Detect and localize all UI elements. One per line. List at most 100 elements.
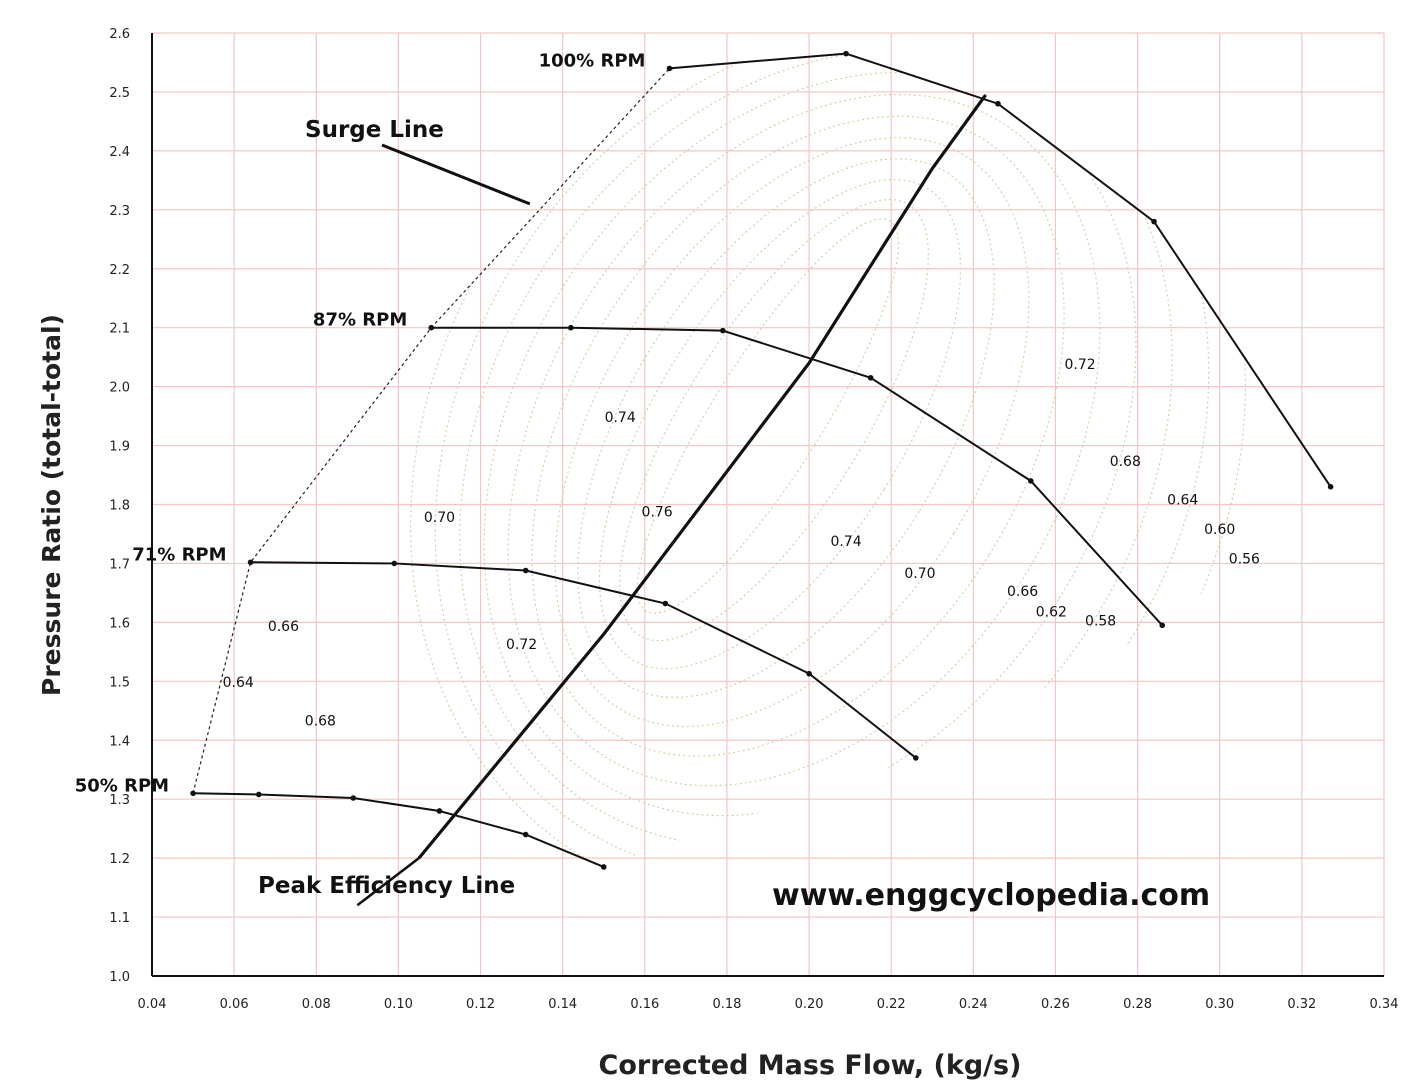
efficiency-contour (636, 218, 900, 614)
x-tick-label: 0.24 (959, 997, 988, 1012)
y-tick-label: 1.9 (109, 440, 130, 455)
surge-line (192, 67, 670, 794)
y-tick-label: 1.1 (109, 911, 130, 926)
speed-line-point (913, 755, 919, 761)
grid-lines (152, 32, 1385, 976)
x-tick-label: 0.28 (1123, 997, 1152, 1012)
y-tick-label: 2.2 (109, 263, 130, 278)
efficiency-label: 0.64 (1167, 493, 1198, 509)
speed-line (669, 52, 1332, 488)
speed-line (431, 326, 1163, 626)
x-tick-label: 0.32 (1287, 997, 1316, 1012)
efficiency-label: 0.56 (1229, 551, 1260, 567)
speed-line-point (190, 790, 196, 797)
efficiency-label: 0.72 (1065, 357, 1096, 373)
y-tick-label: 1.0 (109, 970, 130, 985)
speed-line-point (247, 559, 254, 566)
y-tick-label: 1.4 (109, 734, 130, 749)
speed-line-point (428, 324, 435, 331)
peak-efficiency-line (417, 93, 987, 860)
y-tick-label: 1.7 (109, 557, 130, 572)
rpm-label: 50% RPM (75, 775, 169, 796)
efficiency-contour (598, 178, 962, 670)
speed-line-point (568, 324, 574, 331)
speed-line-point (600, 864, 607, 870)
efficiency-contour (459, 53, 1173, 847)
x-tick-label: 0.20 (795, 997, 824, 1012)
y-tick-label: 2.4 (109, 145, 130, 160)
x-tick-label: 0.22 (877, 997, 906, 1012)
chart-labels: 100% RPM 87% RPM 71% RPM 50% RPM 0.74 0.76 0.7… (75, 50, 1260, 899)
x-axis-ticks: 0.04 0.06 0.08 0.10 0.12 0.14 0.16 0.18 0.20 0.22… (138, 997, 1399, 1012)
speed-line-point (436, 808, 443, 814)
y-tick-label: 1.8 (109, 499, 130, 514)
efficiency-contour (507, 93, 1101, 787)
speed-line-point (391, 560, 398, 567)
efficiency-label: 0.74 (605, 410, 636, 426)
rpm-label: 100% RPM (539, 50, 646, 71)
efficiency-label: 0.58 (1085, 613, 1116, 629)
speed-line-point (720, 327, 726, 334)
y-tick-label: 1.3 (109, 793, 130, 808)
x-axis-label: Corrected Mass Flow, (kg/s) (599, 1050, 1022, 1081)
speed-line-point (867, 374, 874, 381)
efficiency-label: 0.66 (268, 619, 299, 635)
axes (151, 33, 1384, 977)
y-tick-label: 2.0 (109, 381, 130, 396)
speed-line-point (1159, 622, 1166, 629)
speed-line (193, 792, 605, 868)
x-tick-label: 0.18 (712, 997, 741, 1012)
efficiency-label: 0.70 (904, 566, 935, 582)
peak-efficiency-pointer (356, 857, 420, 907)
efficiency-label: 0.68 (305, 714, 336, 730)
y-axis-ticks: 1.0 1.1 1.2 1.3 1.4 1.5 1.6 1.7 1.8 1.9 2.0 2.1 2.2 2… (109, 27, 130, 985)
speed-line-point (350, 795, 357, 801)
efficiency-label: 0.74 (830, 534, 861, 550)
rpm-label: 71% RPM (132, 544, 226, 565)
speed-line-point (662, 600, 669, 607)
y-tick-label: 1.5 (109, 675, 130, 690)
x-tick-label: 0.30 (1205, 997, 1234, 1012)
y-tick-label: 2.5 (109, 86, 130, 101)
efficiency-label: 0.66 (1007, 584, 1038, 600)
efficiency-label: 0.62 (1036, 604, 1067, 620)
speed-line (250, 561, 917, 759)
x-tick-label: 0.04 (138, 997, 167, 1012)
efficiency-contour (554, 137, 1030, 728)
speed-line-point (666, 65, 673, 72)
y-tick-label: 2.1 (109, 322, 130, 337)
y-tick-label: 1.6 (109, 616, 130, 631)
y-tick-label: 1.2 (109, 852, 130, 867)
watermark-text: www.enggcyclopedia.com (772, 878, 1210, 913)
x-tick-label: 0.14 (548, 997, 577, 1012)
speed-line-point (522, 831, 529, 838)
speed-line-point (1327, 484, 1334, 490)
y-tick-label: 2.6 (109, 27, 130, 42)
efficiency-label: 0.76 (642, 504, 673, 520)
x-tick-label: 0.12 (466, 997, 495, 1012)
x-tick-label: 0.26 (1041, 997, 1070, 1012)
rpm-label: 87% RPM (313, 310, 407, 331)
speed-line-point (995, 100, 1001, 107)
x-tick-label: 0.08 (302, 997, 331, 1012)
x-tick-label: 0.16 (630, 997, 659, 1012)
x-tick-label: 0.06 (220, 997, 249, 1012)
speed-line-point (843, 50, 849, 57)
surge-line-pointer (381, 143, 531, 206)
efficiency-contour (531, 115, 1065, 757)
y-axis-label: Pressure Ratio (total-total) (37, 314, 66, 696)
speed-lines (190, 50, 1334, 907)
speed-line-point (522, 567, 529, 574)
efficiency-label: 0.72 (506, 637, 537, 653)
surge-line-annotation: Surge Line (305, 117, 444, 143)
efficiency-label: 0.64 (223, 675, 254, 691)
speed-line-point (255, 791, 262, 798)
speed-line-point (1028, 478, 1034, 484)
efficiency-label: 0.68 (1110, 454, 1141, 470)
peak-efficiency-annotation: Peak Efficiency Line (258, 873, 515, 899)
x-tick-label: 0.10 (384, 997, 413, 1012)
efficiency-contour (577, 158, 995, 698)
speed-line-point (806, 670, 812, 677)
y-tick-label: 2.3 (109, 204, 130, 219)
